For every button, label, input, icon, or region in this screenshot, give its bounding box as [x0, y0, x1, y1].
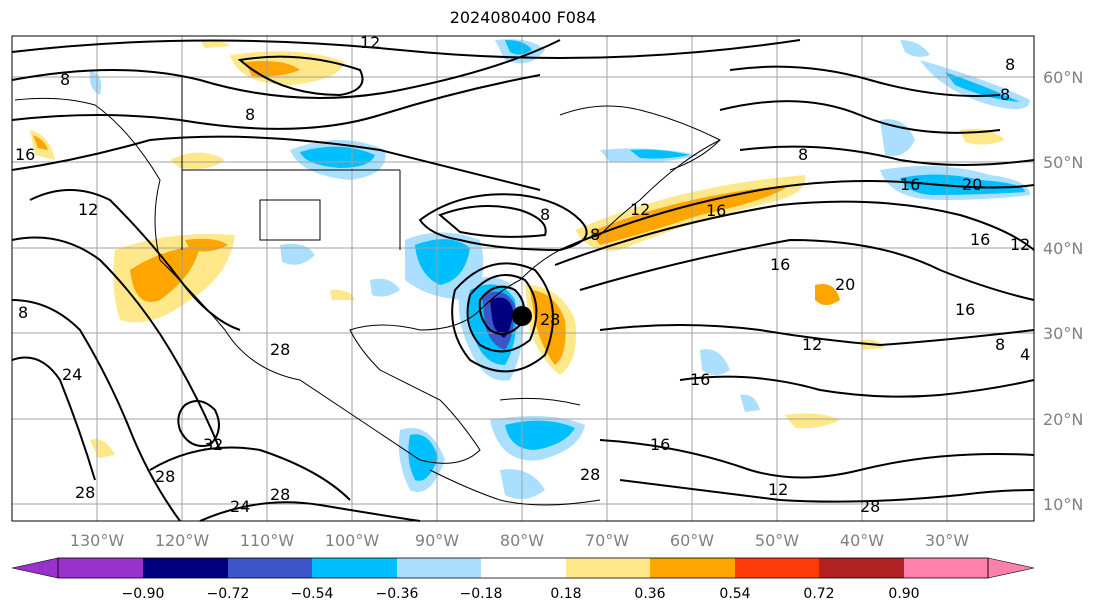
colorbar-swatch [11, 557, 59, 579]
contour-label: 16 [650, 435, 670, 454]
lon-label: 70°W [585, 531, 629, 550]
colorbar-swatch [143, 558, 228, 578]
contour-label: 12 [630, 200, 650, 219]
colorbar-swatch [566, 558, 650, 578]
contour-label: 8 [798, 145, 808, 164]
contour-label: 8 [590, 225, 600, 244]
colorbar-tick: −0.36 [376, 586, 419, 602]
contour-label: 12 [768, 480, 788, 499]
colorbar-tick: −0.18 [460, 586, 503, 602]
colorbar-swatch [481, 558, 566, 578]
contour-label: 12 [802, 335, 822, 354]
contour-label: 28 [270, 340, 290, 359]
colorbar: −0.90 −0.72 −0.54 −0.36 −0.18 0.18 0.36 … [11, 557, 1035, 602]
lon-label: 50°W [755, 531, 799, 550]
colorbar-tick: −0.72 [207, 586, 250, 602]
contour-label: 28 [155, 467, 175, 486]
contour-label: 8 [18, 303, 28, 322]
colorbar-swatch [987, 557, 1035, 579]
contour-label: 8 [995, 335, 1005, 354]
colorbar-tick: −0.90 [122, 586, 165, 602]
lon-label: 100°W [325, 531, 380, 550]
lat-label: 40°N [1043, 239, 1083, 258]
contour-label: 16 [900, 175, 920, 194]
contour-label: 8 [540, 205, 550, 224]
contour-label: 28 [270, 485, 290, 504]
lon-label: 110°W [240, 531, 295, 550]
latitude-labels: 60°N 50°N 40°N 30°N 20°N 10°N [1043, 68, 1083, 514]
colorbar-tick: 0.90 [888, 586, 919, 602]
contour-label: 28 [540, 310, 560, 329]
colorbar-swatch [904, 558, 988, 578]
colorbar-swatch [735, 558, 819, 578]
contour-label: 24 [62, 365, 82, 384]
contour-label: 32 [203, 435, 223, 454]
longitude-labels: 130°W 120°W 110°W 100°W 90°W 80°W 70°W 6… [70, 531, 969, 550]
height-contours [11, 39, 1035, 522]
colorbar-tick: 0.72 [803, 586, 834, 602]
map-title: 2024080400 F084 [449, 8, 597, 27]
colorbar-swatch [58, 558, 143, 578]
colorbar-swatch [819, 558, 904, 578]
colorbar-swatch [312, 558, 397, 578]
contour-label: 8 [1000, 85, 1010, 104]
contour-label: 20 [962, 175, 982, 194]
lat-label: 50°N [1043, 153, 1083, 172]
colorbar-swatch [228, 558, 312, 578]
contour-label: 16 [955, 300, 975, 319]
lat-label: 60°N [1043, 68, 1083, 87]
contour-label: 16 [690, 370, 710, 389]
lat-label: 20°N [1043, 410, 1083, 429]
map-frame [11, 35, 1035, 522]
contour-label: 28 [580, 465, 600, 484]
contour-label: 4 [1020, 345, 1030, 364]
lon-label: 30°W [925, 531, 969, 550]
contour-label: 12 [1010, 235, 1030, 254]
contour-labels: 12 8 8 16 12 8 28 24 32 28 24 28 28 8 12… [15, 33, 1030, 516]
storm-center-marker [512, 306, 532, 326]
colorbar-tick: 0.54 [719, 586, 750, 602]
contour-label: 8 [1005, 55, 1015, 74]
colorbar-tick: −0.54 [291, 586, 334, 602]
lon-label: 80°W [500, 531, 544, 550]
contour-label: 12 [78, 200, 98, 219]
contour-label: 12 [360, 33, 380, 52]
colorbar-swatch [397, 558, 481, 578]
contour-label: 28 [75, 483, 95, 502]
lat-label: 30°N [1043, 324, 1083, 343]
lon-label: 90°W [415, 531, 459, 550]
lon-label: 60°W [670, 531, 714, 550]
graticule [12, 36, 1034, 521]
contour-label: 16 [970, 230, 990, 249]
colorbar-tick: 0.18 [550, 586, 581, 602]
contour-label: 28 [860, 497, 880, 516]
lat-label: 10°N [1043, 495, 1083, 514]
lon-label: 130°W [70, 531, 125, 550]
contour-label: 8 [245, 105, 255, 124]
lon-label: 120°W [155, 531, 210, 550]
contour-label: 16 [15, 145, 35, 164]
contour-label: 8 [60, 70, 70, 89]
contour-label: 16 [770, 255, 790, 274]
contour-label: 24 [230, 497, 250, 516]
contour-label: 16 [706, 201, 726, 220]
colorbar-tick: 0.36 [634, 586, 665, 602]
colorbar-swatch [650, 558, 735, 578]
lon-label: 40°W [840, 531, 884, 550]
contour-label: 20 [835, 275, 855, 294]
